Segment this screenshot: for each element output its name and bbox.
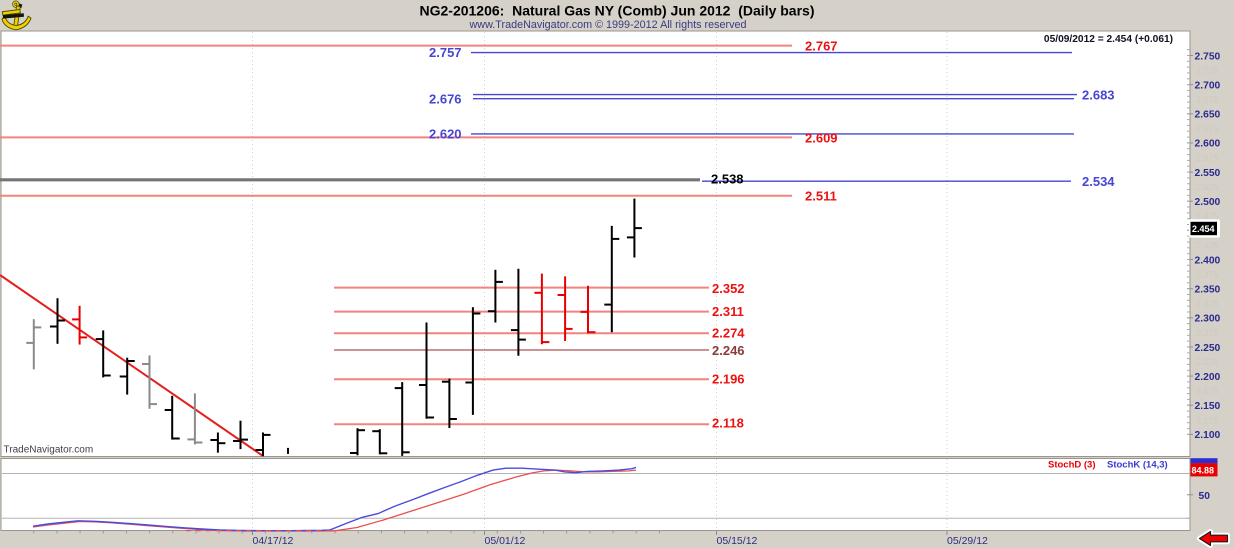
svg-text:2.100: 2.100 [1195,430,1221,441]
svg-text:2.325: 2.325 [1196,299,1219,309]
svg-text:2.600: 2.600 [1195,139,1221,150]
svg-text:2.625: 2.625 [1196,124,1219,134]
svg-text:2.311: 2.311 [712,304,744,319]
svg-text:2.550: 2.550 [1195,168,1221,179]
svg-text:2.620: 2.620 [429,127,462,142]
svg-text:2.767: 2.767 [805,39,838,54]
svg-text:2.525: 2.525 [1196,182,1219,192]
svg-text:2.250: 2.250 [1195,343,1221,354]
svg-text:2.125: 2.125 [1196,415,1219,425]
svg-text:05/01/12: 05/01/12 [485,535,526,547]
svg-text:2.196: 2.196 [712,371,745,386]
svg-text:2.350: 2.350 [1195,285,1221,296]
svg-text:www.TradeNavigator.com © 1999-: www.TradeNavigator.com © 1999-2012 All r… [468,19,746,31]
svg-text:2.534: 2.534 [1082,174,1115,189]
svg-text:2.757: 2.757 [429,45,462,60]
svg-text:2.725: 2.725 [1196,66,1219,76]
svg-text:50: 50 [1199,491,1211,502]
svg-text:TradeNavigator.com: TradeNavigator.com [4,444,94,455]
svg-text:2.511: 2.511 [805,189,837,204]
svg-text:04/17/12: 04/17/12 [253,535,294,547]
svg-text:05/29/12: 05/29/12 [947,535,988,547]
svg-text:2.275: 2.275 [1196,328,1219,338]
svg-text:StochK (14,3): StochK (14,3) [1107,460,1168,471]
svg-text:2.400: 2.400 [1195,255,1221,266]
svg-text:2.175: 2.175 [1196,386,1219,396]
svg-text:2.274: 2.274 [712,325,745,340]
svg-text:2.300: 2.300 [1195,314,1221,325]
svg-text:2.609: 2.609 [805,130,838,145]
svg-text:2.246: 2.246 [712,343,745,358]
svg-text:2.750: 2.750 [1195,51,1221,62]
svg-text:2.650: 2.650 [1195,110,1221,121]
svg-text:2.676: 2.676 [429,91,462,106]
svg-text:2.225: 2.225 [1196,357,1219,367]
svg-text:05/09/2012 = 2.454 (+0.061): 05/09/2012 = 2.454 (+0.061) [1044,34,1173,45]
svg-text:2.375: 2.375 [1196,270,1219,280]
svg-text:2.575: 2.575 [1196,153,1219,163]
svg-text:2.352: 2.352 [712,281,745,296]
svg-text:2.150: 2.150 [1195,401,1221,412]
svg-text:05/15/12: 05/15/12 [717,535,758,547]
svg-text:2.683: 2.683 [1082,88,1115,103]
svg-text:NG2-201206: Natural Gas NY (C: NG2-201206: Natural Gas NY (Comb) Jun 20… [420,3,815,19]
svg-text:2.475: 2.475 [1196,211,1219,221]
svg-text:2.700: 2.700 [1195,80,1221,91]
svg-text:StochD (3): StochD (3) [1048,460,1096,471]
svg-text:2.425: 2.425 [1196,240,1219,250]
svg-text:2.118: 2.118 [712,415,744,430]
svg-text:2.200: 2.200 [1195,372,1221,383]
svg-text:84.88: 84.88 [1192,465,1215,475]
svg-text:2.500: 2.500 [1195,197,1221,208]
svg-text:2.538: 2.538 [711,172,744,187]
svg-text:2.675: 2.675 [1196,95,1219,105]
svg-text:2.454: 2.454 [1192,224,1215,234]
